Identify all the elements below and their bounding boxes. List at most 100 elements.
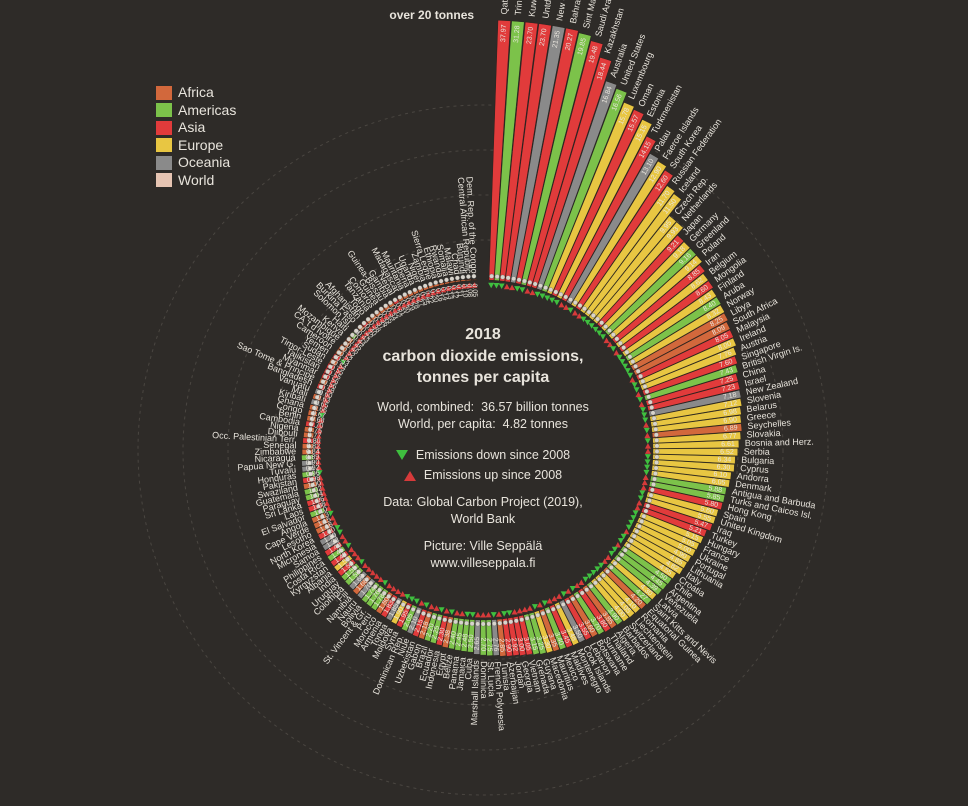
trend-icon: [470, 612, 476, 618]
flag-icon: [541, 611, 545, 615]
flag-icon: [652, 477, 656, 481]
center-world-total: World, combined: 36.57 billion tonnes: [318, 399, 648, 416]
country-bar: [455, 280, 460, 282]
flag-icon: [427, 613, 431, 617]
trend-icon: [391, 586, 397, 592]
legend-label: Africa: [178, 84, 214, 102]
trend-icon: [565, 588, 571, 594]
flag-icon: [428, 282, 432, 286]
flag-icon: [487, 622, 491, 626]
flag-icon: [443, 618, 447, 622]
trend-icon: [544, 296, 550, 302]
trend-icon: [522, 607, 528, 613]
flag-icon: [423, 284, 427, 288]
flag-icon: [506, 276, 510, 280]
flag-icon: [568, 297, 572, 301]
legend-swatch: [156, 103, 172, 117]
flag-icon: [556, 605, 560, 609]
center-credit: Picture: Ville Seppäläwww.villeseppala.f…: [318, 538, 648, 572]
flag-icon: [650, 488, 654, 492]
flag-icon: [511, 277, 515, 281]
country-label: Kuwait: [527, 0, 540, 17]
center-info: 2018 carbon dioxide emissions, tonnes pe…: [318, 320, 648, 572]
flag-icon: [444, 278, 448, 282]
country-label: Qatar: [499, 0, 510, 15]
flag-icon: [653, 422, 657, 426]
flag-icon: [654, 433, 658, 437]
flag-icon: [554, 290, 558, 294]
trend-icon: [464, 612, 470, 618]
flag-icon: [571, 597, 575, 601]
trend-icon: [529, 290, 535, 296]
flag-icon: [461, 275, 465, 279]
flag-icon: [514, 619, 518, 623]
flag-icon: [374, 310, 378, 314]
flag-icon: [650, 405, 654, 409]
flag-icon: [522, 279, 526, 283]
chart-stage: Qatar37.97Trinid.&T.31.28Kuwait23.70Untd…: [0, 0, 968, 806]
country-label: Trinid.&T.: [513, 0, 526, 16]
trend-icon: [509, 285, 515, 291]
trend-icon: [558, 302, 564, 308]
flag-icon: [370, 314, 374, 318]
legend-label: Oceania: [178, 154, 230, 172]
trend-icon: [532, 604, 538, 610]
value-label: 31.28: [513, 25, 521, 43]
trend-icon: [501, 611, 507, 617]
trend-icon: [488, 283, 494, 289]
flag-icon: [651, 482, 655, 486]
flag-icon: [517, 278, 521, 282]
country-bar: [466, 279, 471, 280]
flag-icon: [655, 444, 659, 448]
trend-icon: [568, 308, 574, 314]
trend-icon: [449, 610, 455, 616]
flag-icon: [411, 607, 415, 611]
value-label: 37.97: [500, 24, 508, 42]
trend-icon: [424, 603, 430, 609]
flag-icon: [466, 274, 470, 278]
center-world-pc: World, per capita: 4.82 tonnes: [318, 416, 648, 433]
legend-label: Europe: [178, 137, 223, 155]
legend-row-africa: Africa: [156, 84, 236, 102]
flag-icon: [450, 277, 454, 281]
trend-icon: [386, 583, 392, 589]
flag-icon: [561, 602, 565, 606]
flag-icon: [593, 581, 597, 585]
flag-icon: [587, 310, 591, 314]
legend-label: Americas: [178, 102, 236, 120]
flag-icon: [432, 615, 436, 619]
center-year: 2018: [318, 324, 648, 346]
flag-icon: [559, 292, 563, 296]
flag-icon: [549, 288, 553, 292]
value-label: 6.89: [724, 425, 738, 433]
flag-icon: [464, 621, 468, 625]
flag-icon: [393, 298, 397, 302]
trend-icon: [429, 604, 435, 610]
trend-icon: [561, 591, 567, 597]
flag-icon: [418, 286, 422, 290]
flag-icon: [654, 466, 658, 470]
flag-icon: [653, 471, 657, 475]
flag-icon: [654, 427, 658, 431]
country-bar: [472, 279, 477, 280]
trend-icon: [480, 612, 486, 618]
flag-icon: [585, 588, 589, 592]
legend-row-oceania: Oceania: [156, 154, 236, 172]
flag-icon: [591, 313, 595, 317]
value-label: 0.05: [470, 283, 478, 297]
trend-icon: [499, 284, 505, 290]
trend-icon: [496, 611, 502, 617]
flag-icon: [655, 438, 659, 442]
legend-swatch: [156, 156, 172, 170]
flag-icon: [546, 609, 550, 613]
country-bar: [450, 281, 455, 283]
center-source: Data: Global Carbon Project (2019),World…: [318, 494, 648, 528]
trend-icon: [570, 586, 576, 592]
trend-icon: [506, 610, 512, 616]
trend-icon: [444, 608, 450, 614]
flag-icon: [520, 617, 524, 621]
trend-icon: [554, 300, 560, 306]
trend-icon: [439, 607, 445, 613]
legend-label: Asia: [178, 119, 205, 137]
flag-icon: [495, 274, 499, 278]
